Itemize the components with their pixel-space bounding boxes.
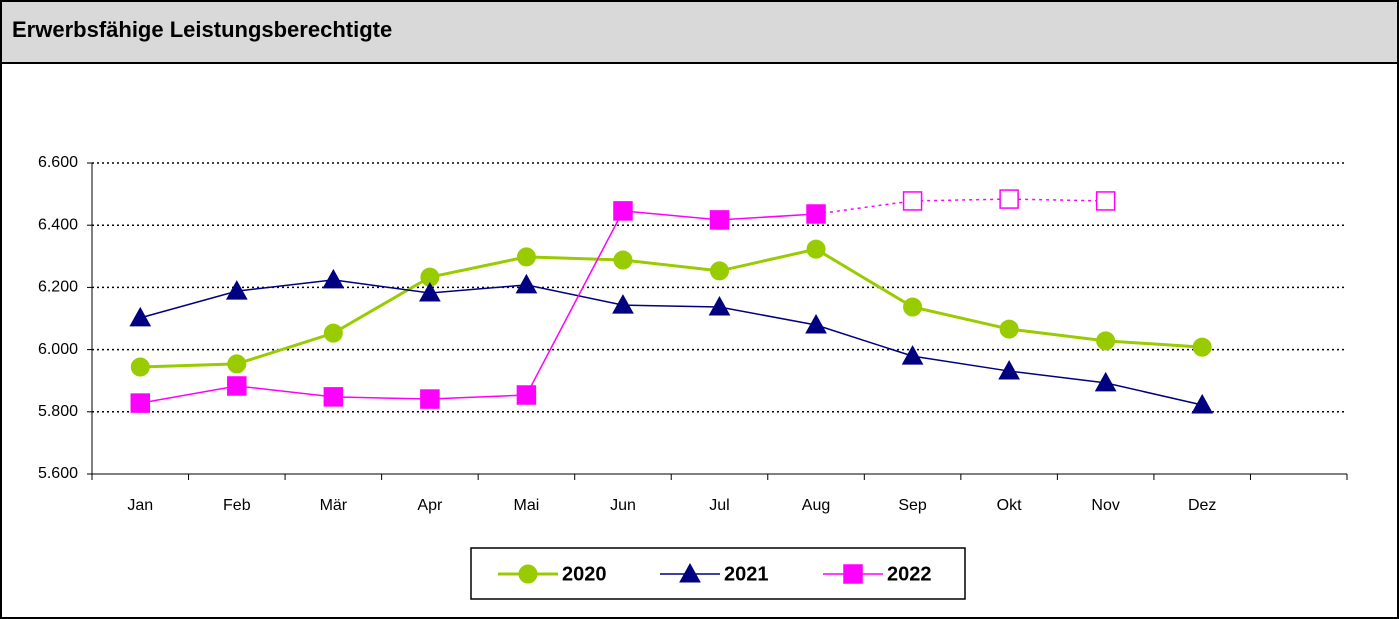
line	[140, 279, 1203, 406]
y-tick-label: 6.000	[38, 341, 78, 358]
x-tick-label: Feb	[223, 497, 251, 514]
marker	[419, 281, 441, 302]
line	[140, 210, 817, 404]
marker	[1192, 337, 1212, 357]
x-tick-label: Nov	[1091, 497, 1119, 514]
marker	[805, 314, 827, 334]
marker	[710, 261, 729, 281]
x-tick-label: Dez	[1188, 497, 1216, 514]
marker	[130, 393, 151, 413]
y-tick-label: 6.400	[38, 216, 78, 233]
x-tick-label: Mär	[320, 497, 348, 514]
legend-label: 2021	[724, 563, 769, 585]
marker	[999, 189, 1019, 209]
x-tick-label: Mai	[514, 497, 540, 514]
marker	[613, 201, 633, 221]
x-tick-label: Aug	[802, 497, 830, 514]
x-tick-label: Apr	[417, 497, 443, 514]
series	[130, 189, 1116, 413]
marker	[903, 297, 923, 317]
marker	[515, 273, 538, 294]
marker	[130, 357, 150, 377]
marker	[225, 280, 248, 300]
marker	[998, 360, 1020, 380]
y-tick-label: 5.800	[38, 403, 78, 420]
legend-marker	[679, 562, 701, 583]
legend-marker	[518, 564, 538, 584]
marker	[612, 294, 634, 314]
legend-label: 2022	[887, 563, 932, 585]
y-tick-label: 5.600	[38, 465, 78, 482]
marker	[999, 319, 1019, 339]
title-bar	[0, 0, 1399, 64]
marker	[708, 295, 731, 316]
marker	[227, 376, 247, 396]
marker	[901, 345, 924, 365]
marker	[227, 354, 247, 374]
marker	[1191, 393, 1214, 414]
marker	[613, 250, 633, 270]
marker	[1094, 371, 1117, 392]
marker	[516, 385, 537, 405]
marker	[322, 268, 345, 289]
legend-marker	[843, 564, 863, 584]
x-tick-label: Jul	[709, 497, 729, 514]
series	[130, 239, 1212, 377]
marker	[709, 210, 730, 230]
marker	[1096, 331, 1116, 351]
marker	[323, 323, 343, 343]
x-tick-label: Jan	[127, 497, 153, 514]
line	[140, 247, 1203, 369]
chart-title: Erwerbsfähige Leistungsberechtigte	[12, 17, 392, 42]
series	[129, 268, 1214, 414]
marker	[806, 204, 826, 224]
legend-label: 2020	[562, 563, 607, 585]
marker	[516, 247, 536, 267]
marker	[806, 239, 826, 259]
marker	[902, 191, 923, 211]
legend: 2020 2021 2022	[470, 547, 966, 600]
marker	[129, 306, 152, 327]
x-tick-label: Sep	[898, 497, 927, 514]
y-tick-label: 6.600	[38, 154, 78, 171]
marker	[1095, 191, 1116, 211]
y-tick-label: 6.200	[38, 279, 78, 296]
x-tick-label: Jun	[610, 497, 636, 514]
marker	[323, 387, 344, 407]
marker	[420, 389, 440, 409]
x-tick-label: Okt	[997, 497, 1022, 514]
